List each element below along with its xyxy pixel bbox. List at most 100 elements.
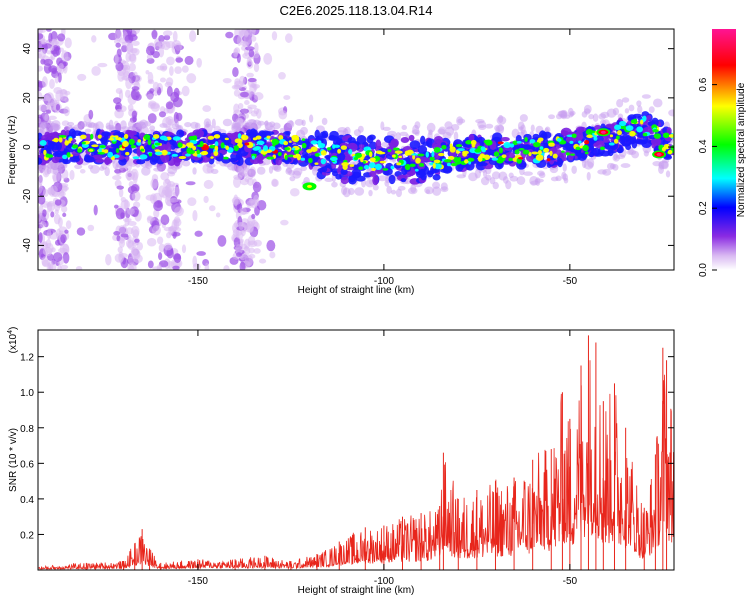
heatmap-core bbox=[548, 142, 555, 147]
heatmap-blob bbox=[52, 252, 63, 262]
heatmap-blob bbox=[45, 239, 52, 249]
spectrogram-ticks: -150 -100 -50 -40 -20 0 20 40 bbox=[22, 29, 674, 287]
heatmap-blob bbox=[129, 53, 137, 64]
heatmap-core bbox=[432, 162, 436, 169]
heatmap-blob bbox=[273, 165, 282, 173]
heatmap-blob bbox=[232, 66, 239, 78]
heatmap-blob bbox=[240, 40, 249, 47]
heatmap-blob bbox=[575, 152, 585, 157]
heatmap-blob bbox=[84, 128, 92, 133]
heatmap-core bbox=[584, 140, 590, 145]
heatmap-blob bbox=[509, 175, 519, 182]
heatmap-blob bbox=[118, 188, 124, 198]
heatmap-blob bbox=[166, 56, 175, 66]
heatmap-blob bbox=[228, 158, 238, 163]
heatmap-core bbox=[503, 142, 511, 149]
heatmap-blob bbox=[74, 164, 83, 170]
heatmap-core bbox=[337, 148, 342, 154]
heatmap-blob bbox=[194, 230, 203, 237]
heatmap-blob bbox=[372, 184, 379, 191]
heatmap-core bbox=[278, 135, 284, 141]
heatmap-blob bbox=[620, 163, 631, 168]
heatmap-blob bbox=[59, 47, 64, 52]
heatmap-core bbox=[293, 149, 300, 155]
heatmap-blob bbox=[153, 209, 160, 219]
heatmap-blob bbox=[206, 163, 216, 168]
heatmap-blob bbox=[38, 29, 44, 34]
heatmap-blob bbox=[641, 94, 651, 99]
spectrogram-ylabel: Frequency (Hz) bbox=[7, 116, 18, 185]
heatmap-blob bbox=[91, 65, 101, 76]
heatmap-core bbox=[240, 134, 249, 141]
heatmap-blob bbox=[45, 109, 52, 114]
heatmap-core bbox=[529, 139, 536, 144]
heatmap-core bbox=[387, 149, 392, 153]
heatmap-blob bbox=[637, 105, 643, 114]
heatmap-core bbox=[358, 166, 364, 171]
heatmap-blob bbox=[559, 114, 566, 119]
heatmap-core bbox=[220, 142, 225, 149]
heatmap-blob bbox=[231, 121, 242, 130]
heatmap-blob bbox=[116, 185, 125, 190]
heatmap-blob bbox=[57, 33, 66, 42]
heatmap-blob bbox=[174, 66, 182, 75]
heatmap-blob bbox=[118, 225, 126, 235]
heatmap-blob bbox=[233, 174, 243, 180]
colorbar-label: Normalized spectral amplitude bbox=[736, 82, 747, 217]
spectrogram-panel: -150 -100 -50 -40 -20 0 20 40 Height of straigh… bbox=[7, 28, 675, 296]
heatmap-blob bbox=[233, 89, 241, 97]
heatmap-core bbox=[77, 148, 83, 153]
heatmap-core bbox=[585, 128, 594, 136]
heatmap-blob bbox=[624, 108, 630, 114]
heatmap-core bbox=[431, 151, 435, 158]
heatmap-blob bbox=[149, 88, 155, 94]
heatmap-blob bbox=[136, 241, 144, 251]
heatmap-core bbox=[137, 139, 142, 143]
heatmap-core bbox=[615, 135, 620, 140]
heatmap-blob bbox=[239, 238, 244, 244]
heatmap-blob bbox=[468, 133, 475, 142]
colorbar-tick-label: 0.4 bbox=[698, 139, 709, 153]
heatmap-core bbox=[233, 145, 239, 152]
heatmap-core bbox=[58, 134, 67, 138]
heatmap-blob bbox=[336, 130, 346, 136]
heatmap-core bbox=[394, 150, 403, 154]
heatmap-blob bbox=[166, 85, 173, 97]
heatmap-core bbox=[80, 134, 87, 139]
heatmap-blob bbox=[631, 139, 638, 149]
heatmap-blob bbox=[233, 103, 240, 114]
heatmap-core bbox=[329, 156, 338, 161]
heatmap-core bbox=[447, 155, 455, 160]
heatmap-core bbox=[125, 151, 130, 156]
heatmap-core bbox=[613, 138, 619, 144]
heatmap-core bbox=[140, 148, 145, 152]
heatmap-blob bbox=[163, 242, 173, 251]
heatmap-blob bbox=[253, 92, 264, 101]
heatmap-core bbox=[118, 137, 122, 141]
heatmap-blob bbox=[250, 29, 257, 33]
heatmap-core bbox=[210, 156, 214, 159]
heatmap-blob bbox=[125, 239, 134, 248]
heatmap-blob bbox=[168, 198, 179, 203]
heatmap-blob bbox=[46, 201, 53, 213]
x-tick-label: -150 bbox=[188, 576, 208, 587]
heatmap-core bbox=[341, 162, 349, 167]
heatmap-core bbox=[178, 155, 187, 160]
heatmap-core bbox=[171, 153, 179, 157]
heatmap-core bbox=[123, 133, 129, 139]
heatmap-blob bbox=[238, 29, 244, 39]
x-tick-label: -100 bbox=[374, 576, 394, 587]
heatmap-blob bbox=[42, 246, 53, 257]
heatmap-core bbox=[578, 140, 582, 144]
heatmap-core bbox=[483, 139, 490, 144]
heatmap-blob bbox=[453, 131, 459, 141]
heatmap-blob bbox=[321, 117, 328, 126]
heatmap-blob bbox=[72, 124, 83, 133]
heatmap-core bbox=[586, 134, 594, 139]
heatmap-blob bbox=[427, 170, 435, 175]
heatmap-blob bbox=[125, 77, 132, 90]
x-tick-label: -150 bbox=[188, 276, 208, 287]
heatmap-core bbox=[107, 151, 114, 158]
heatmap-blob bbox=[146, 237, 157, 247]
heatmap-blob bbox=[253, 84, 258, 91]
